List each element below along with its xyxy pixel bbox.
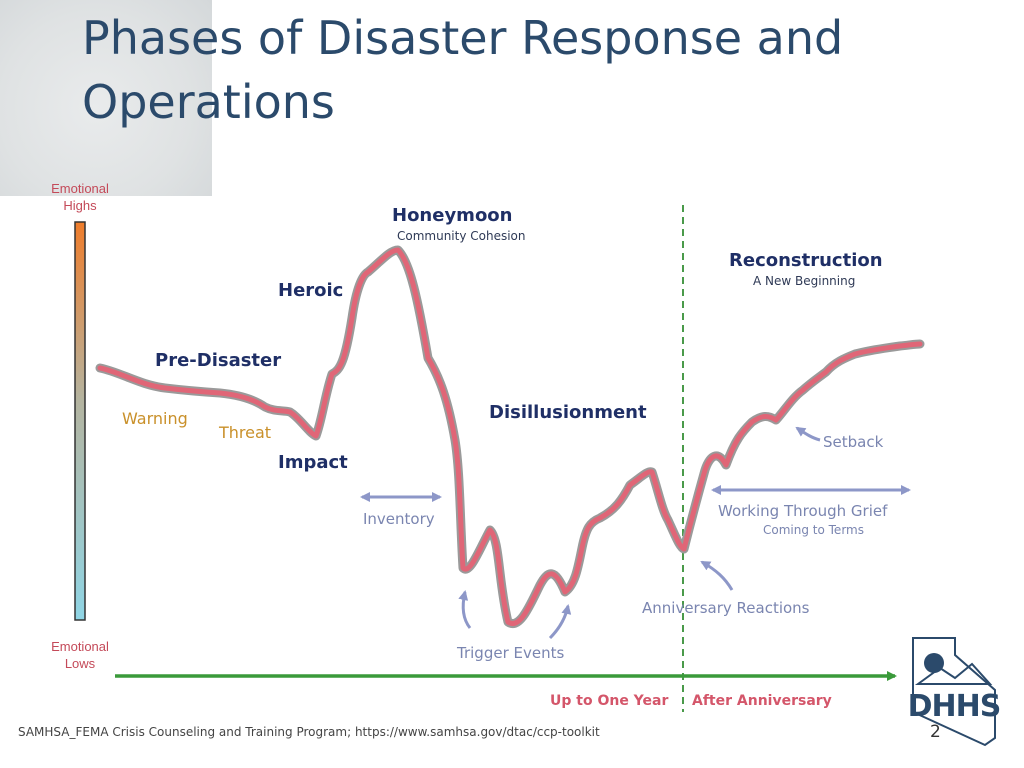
label-pre-disaster: Pre-Disaster [155, 350, 281, 371]
label-impact: Impact [278, 452, 348, 473]
label-disillusionment: Disillusionment [489, 402, 647, 423]
emotional-curve [97, 247, 923, 626]
title-line-1: Phases of Disaster Response and [82, 11, 844, 65]
setback-arrow [795, 426, 821, 442]
label-up-to-one-year: Up to One Year [550, 693, 668, 709]
dhhs-logo: DHHS [908, 637, 1001, 747]
emotional-scale-bar [74, 221, 86, 621]
logo-text: DHHS [908, 689, 1001, 724]
label-warning: Warning [122, 409, 188, 428]
label-threat: Threat [218, 423, 271, 442]
logo-outline [912, 637, 996, 747]
label-setback: Setback [823, 433, 884, 451]
page-title: Phases of Disaster Response and Operatio… [82, 6, 982, 134]
label-heroic: Heroic [278, 280, 343, 301]
scale-bottom-line-1: Emotional [51, 639, 109, 654]
scale-bottom-line-2: Lows [65, 656, 96, 671]
label-honeymoon: Honeymoon [392, 205, 513, 226]
label-coming-to-terms: Coming to Terms [763, 523, 864, 537]
source-citation: SAMHSA_FEMA Crisis Counseling and Traini… [18, 725, 600, 739]
label-after-anniversary: After Anniversary [692, 693, 832, 709]
logo-sun-icon [924, 653, 944, 673]
trigger-arrow-right [548, 604, 572, 640]
label-reconstruction: Reconstruction [729, 250, 883, 271]
label-working-through-grief: Working Through Grief [718, 502, 888, 520]
label-new-beginning: A New Beginning [753, 274, 855, 288]
anniversary-arrow [700, 560, 734, 591]
scale-top-line-2: Highs [63, 198, 97, 213]
corner-decoration [0, 0, 212, 196]
scale-top-line-1: Emotional [51, 181, 109, 196]
page-number: 2 [930, 722, 941, 742]
label-inventory: Inventory [363, 510, 435, 528]
label-community-cohesion: Community Cohesion [397, 229, 526, 243]
trigger-arrow-left [458, 590, 472, 629]
label-anniversary-reactions: Anniversary Reactions [642, 599, 810, 617]
title-line-2: Operations [82, 75, 335, 129]
label-trigger-events: Trigger Events [456, 644, 564, 662]
logo-mountain-icon [914, 662, 993, 685]
